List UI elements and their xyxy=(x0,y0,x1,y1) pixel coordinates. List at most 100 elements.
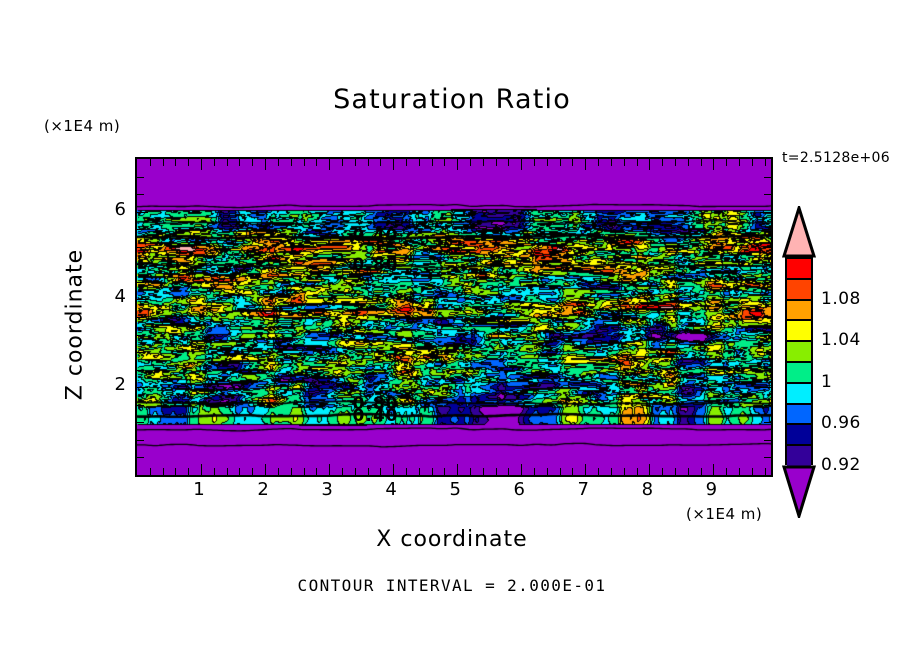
x-axis-tick-top xyxy=(393,159,395,170)
x-axis-tick xyxy=(405,468,407,475)
x-axis-tick xyxy=(585,464,587,475)
x-axis-tick xyxy=(380,468,382,475)
x-axis-tick-top xyxy=(431,159,433,166)
x-tick-label: 7 xyxy=(577,479,589,500)
x-axis-tick xyxy=(239,468,241,475)
x-axis-tick xyxy=(354,468,356,475)
x-axis-tick xyxy=(188,468,190,475)
x-axis-tick-top xyxy=(201,159,203,170)
x-axis-tick-top xyxy=(175,159,177,166)
x-axis-tick xyxy=(572,468,574,475)
x-axis-title: X coordinate xyxy=(376,527,528,552)
x-axis-tick-top xyxy=(585,159,587,170)
x-axis-tick-top xyxy=(226,159,228,166)
x-axis-tick-top xyxy=(662,159,664,166)
colorbar-over-arrow-icon xyxy=(781,206,817,258)
x-axis-tick-top xyxy=(162,159,164,166)
y-tick-label: 2 xyxy=(114,374,126,396)
x-tick-label: 4 xyxy=(385,479,397,500)
y-axis-tick xyxy=(137,317,144,318)
x-axis-tick xyxy=(482,468,484,475)
x-axis-tick-top xyxy=(367,159,369,166)
y-axis-tick-right xyxy=(764,334,771,336)
contour-line-label: 0.80 xyxy=(352,393,399,414)
x-axis-tick-top xyxy=(290,159,292,166)
x-axis-tick-top xyxy=(687,159,689,166)
x-tick-label: 8 xyxy=(641,479,654,500)
y-axis-tick-right xyxy=(764,404,771,406)
colorbar-bands xyxy=(785,257,813,467)
y-axis-tick xyxy=(137,334,144,336)
x-axis-tick xyxy=(764,468,766,475)
y-axis-tick xyxy=(137,299,148,301)
x-axis-tick-top xyxy=(482,159,484,166)
x-axis-tick xyxy=(431,468,433,475)
x-axis-tick xyxy=(726,468,728,475)
y-axis-tick xyxy=(137,211,148,213)
contour-line-label: 0.80 xyxy=(352,254,399,275)
x-axis-tick-top xyxy=(149,159,151,166)
x-axis-tick xyxy=(329,464,331,475)
x-axis-tick-top xyxy=(713,159,715,170)
x-tick-label: 5 xyxy=(449,479,461,500)
colorbar-band xyxy=(787,342,811,363)
x-axis-tick xyxy=(175,468,177,475)
x-axis-tick-top xyxy=(265,159,267,170)
colorbar-tick-label: 1.08 xyxy=(821,288,861,309)
y-axis-tick xyxy=(137,422,144,424)
x-axis-tick xyxy=(201,464,203,475)
x-axis-tick xyxy=(521,464,523,475)
x-axis-tick xyxy=(738,468,740,475)
colorbar-band xyxy=(787,404,811,426)
y-axis-tick-right xyxy=(760,387,771,389)
colorbar-band xyxy=(787,259,811,280)
x-axis-tick xyxy=(546,468,548,475)
x-axis-tick-top xyxy=(470,159,471,166)
x-axis-tick xyxy=(495,468,497,475)
y-axis-tick xyxy=(137,246,144,248)
y-axis-tick-right xyxy=(764,281,771,283)
x-axis-tick-top xyxy=(700,159,702,166)
time-annotation: t=2.5128e+06 xyxy=(782,150,890,166)
colorbar-band xyxy=(787,425,811,447)
y-axis-tick-right xyxy=(764,457,771,459)
x-axis-tick-top xyxy=(726,159,728,166)
x-axis-tick xyxy=(508,468,510,475)
x-axis-unit-label: (×1E4 m) xyxy=(686,505,763,523)
x-axis-tick xyxy=(623,468,625,475)
x-axis-tick xyxy=(341,468,343,475)
y-axis-tick xyxy=(137,281,144,283)
contour-plot-area: 0.40 0.80 0.80 0.40 xyxy=(135,157,773,477)
x-axis-tick xyxy=(700,468,702,475)
x-axis-tick-top xyxy=(623,159,625,166)
y-axis-tick-right xyxy=(764,229,771,231)
x-axis-tick xyxy=(649,464,651,475)
contour-line-label: 0.40 xyxy=(352,405,399,426)
y-axis-tick-right xyxy=(764,422,771,424)
y-axis-tick xyxy=(137,176,144,178)
x-axis-tick xyxy=(290,468,292,475)
colorbar-band xyxy=(787,300,811,322)
x-axis-tick-top xyxy=(636,159,638,166)
x-tick-label: 2 xyxy=(257,479,269,500)
contour-line-label: 0.40 xyxy=(352,226,399,247)
x-axis-tick xyxy=(610,468,612,475)
x-tick-label: 3 xyxy=(321,479,333,500)
colorbar-band xyxy=(787,279,811,301)
x-axis-tick xyxy=(316,468,318,475)
x-axis-tick-top xyxy=(559,159,561,166)
colorbar-tick-label: 1.04 xyxy=(821,330,861,351)
y-axis-title: Z coordinate xyxy=(62,248,88,401)
colorbar: 1.08 1.04 1 0.96 0.92 xyxy=(781,206,860,518)
y-axis-tick xyxy=(137,352,144,354)
colorbar-tick-label: 0.96 xyxy=(821,413,861,434)
x-axis-tick-top xyxy=(572,159,574,166)
x-axis-tick-top xyxy=(380,159,382,166)
x-axis-tick xyxy=(162,468,164,475)
y-axis-tick-right xyxy=(764,439,771,441)
colorbar-under-arrow-icon xyxy=(781,465,817,518)
x-axis-tick-top xyxy=(495,159,497,166)
y-axis-tick xyxy=(137,194,144,196)
x-axis-tick xyxy=(418,468,420,475)
y-tick-label: 4 xyxy=(114,286,126,308)
